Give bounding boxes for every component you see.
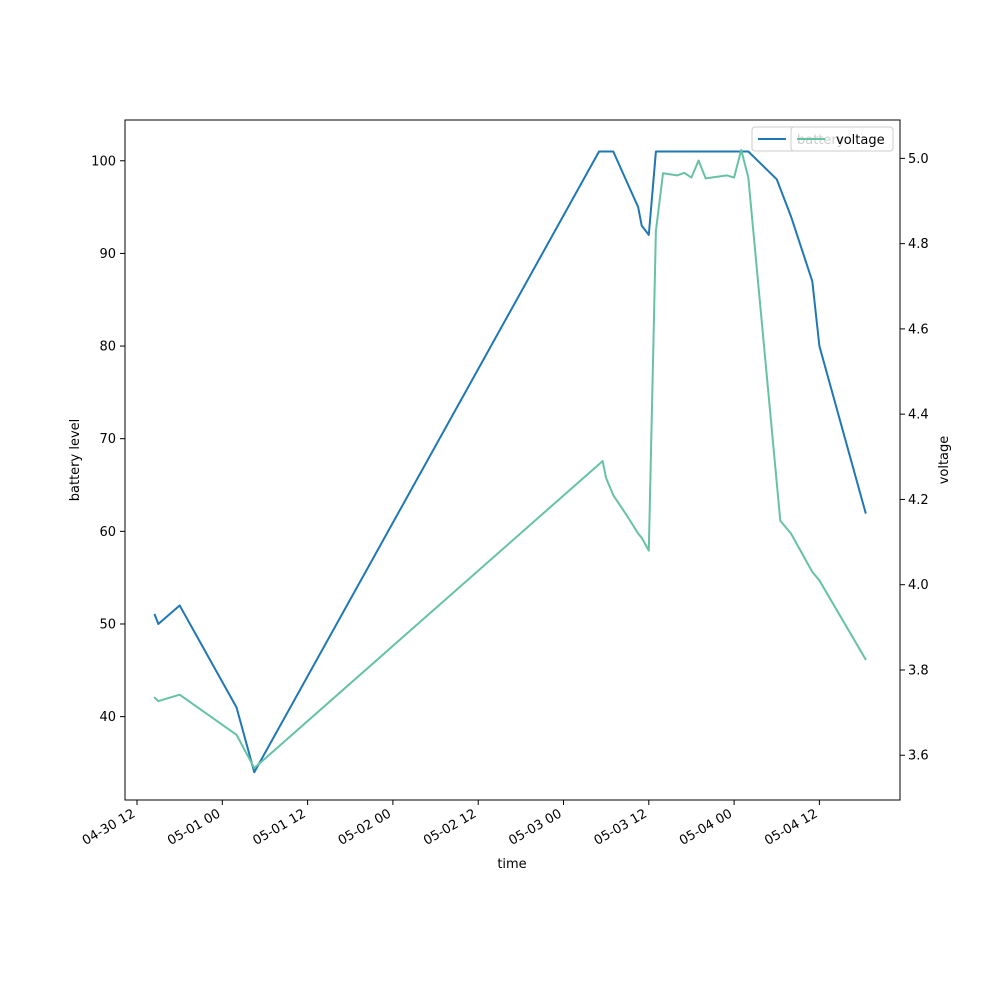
y-axis-left-title: battery level <box>68 419 83 502</box>
legend-box-right <box>790 126 894 152</box>
y-left-tick-label: 70 <box>99 432 116 447</box>
y-left-tick-label: 40 <box>99 710 116 725</box>
series-layer <box>153 148 867 774</box>
legend-right: voltage <box>790 126 894 152</box>
plot-frame <box>124 119 901 801</box>
y-right-tick-label: 4.2 <box>908 493 929 508</box>
series-line-battery <box>153 150 867 774</box>
y-left-tick-label: 60 <box>99 525 116 540</box>
y-axis-right: 3.6 3.8 4.0 4.2 4.4 4.6 4.8 5.0 <box>900 152 929 764</box>
y-right-tick-label: 3.6 <box>908 749 929 764</box>
y-left-tick-label: 80 <box>99 340 116 355</box>
y-right-tick-label: 4.4 <box>908 408 929 423</box>
y-right-tick-label: 3.8 <box>908 663 929 678</box>
y-right-tick-label: 5.0 <box>908 152 929 167</box>
y-axis-right-title: voltage <box>937 436 952 485</box>
x-axis-title: time <box>497 857 526 872</box>
y-left-tick-label: 100 <box>91 154 116 169</box>
series-line-voltage <box>153 148 867 770</box>
y-right-tick-label: 4.8 <box>908 237 929 252</box>
y-left-tick-label: 50 <box>99 617 116 632</box>
legend-label-voltage: voltage <box>836 133 885 148</box>
y-right-tick-label: 4.6 <box>908 322 929 337</box>
y-right-tick-label: 4.0 <box>908 578 929 593</box>
y-left-tick-label: 90 <box>99 247 116 262</box>
y-axis-left: 40 50 60 70 80 90 100 <box>91 154 125 725</box>
